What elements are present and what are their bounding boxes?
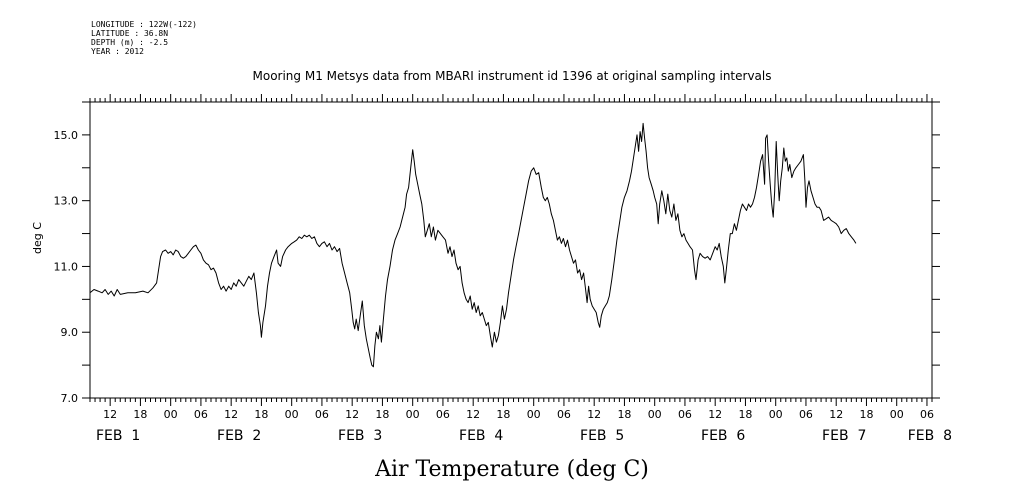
x-tick-label: 00 [406,408,420,421]
x-tick-label: 12 [466,408,480,421]
latitude-text: LATITUDE : 36.8N [91,29,169,38]
y-axis-label: deg C [31,222,44,254]
x-tick-label: 06 [436,408,450,421]
x-tick-label: 06 [920,408,934,421]
series-group [89,122,857,368]
metadata-block: LONGITUDE : 122W(-122) LATITUDE : 36.8N … [91,20,197,56]
x-tick-label: 00 [527,408,541,421]
x-tick-label: 00 [285,408,299,421]
y-tick-label: 15.0 [54,129,79,142]
x-tick-label: 00 [648,408,662,421]
x-tick-label: 18 [859,408,873,421]
x-tick-label: 06 [557,408,571,421]
longitude-text: LONGITUDE : 122W(-122) [91,20,197,29]
day-label: FEB 2 [217,428,261,444]
x-tick-label: 12 [829,408,843,421]
x-tick-label: 18 [496,408,510,421]
day-label: FEB 3 [338,428,382,444]
x-axis-label: Air Temperature (deg C) [374,457,649,482]
year-text: YEAR : 2012 [91,47,144,56]
x-tick-label: 00 [890,408,904,421]
x-axis: 12 18 00 06 12 18 00 06 12 18 00 06 12 18 00 06 12 18 00 06… [96,408,952,444]
y-tick-label: 13.0 [54,195,79,208]
x-tick-label: 12 [345,408,359,421]
x-tick-label: 18 [738,408,752,421]
series-line-0 [89,122,857,368]
x-tick-label: 12 [587,408,601,421]
day-label: FEB 4 [459,428,503,444]
x-tick-label: 06 [315,408,329,421]
y-axis: 7.0 9.0 11.0 13.0 15.0 [54,101,940,405]
depth-text: DEPTH (m) : -2.5 [91,38,169,47]
x-tick-label: 00 [769,408,783,421]
y-tick-label: 9.0 [61,326,79,339]
chart-title: Mooring M1 Metsys data from MBARI instru… [253,69,772,83]
x-tick-label: 18 [133,408,147,421]
x-tick-label: 06 [194,408,208,421]
x-tick-label: 18 [254,408,268,421]
plot-frame [89,94,933,406]
x-tick-label: 12 [224,408,238,421]
x-tick-label: 12 [708,408,722,421]
x-tick-label: 12 [103,408,117,421]
day-label: FEB 1 [96,428,140,444]
x-tick-label: 06 [678,408,692,421]
plot-border [89,101,933,399]
x-tick-label: 18 [617,408,631,421]
y-tick-label: 7.0 [61,392,79,405]
x-tick-label: 18 [375,408,389,421]
x-tick-label: 06 [799,408,813,421]
day-label: FEB 8 [908,428,952,444]
day-label: FEB 7 [822,428,866,444]
x-tick-label: 00 [164,408,178,421]
y-tick-label: 11.0 [54,260,79,273]
day-label: FEB 6 [701,428,745,444]
day-label: FEB 5 [580,428,624,444]
